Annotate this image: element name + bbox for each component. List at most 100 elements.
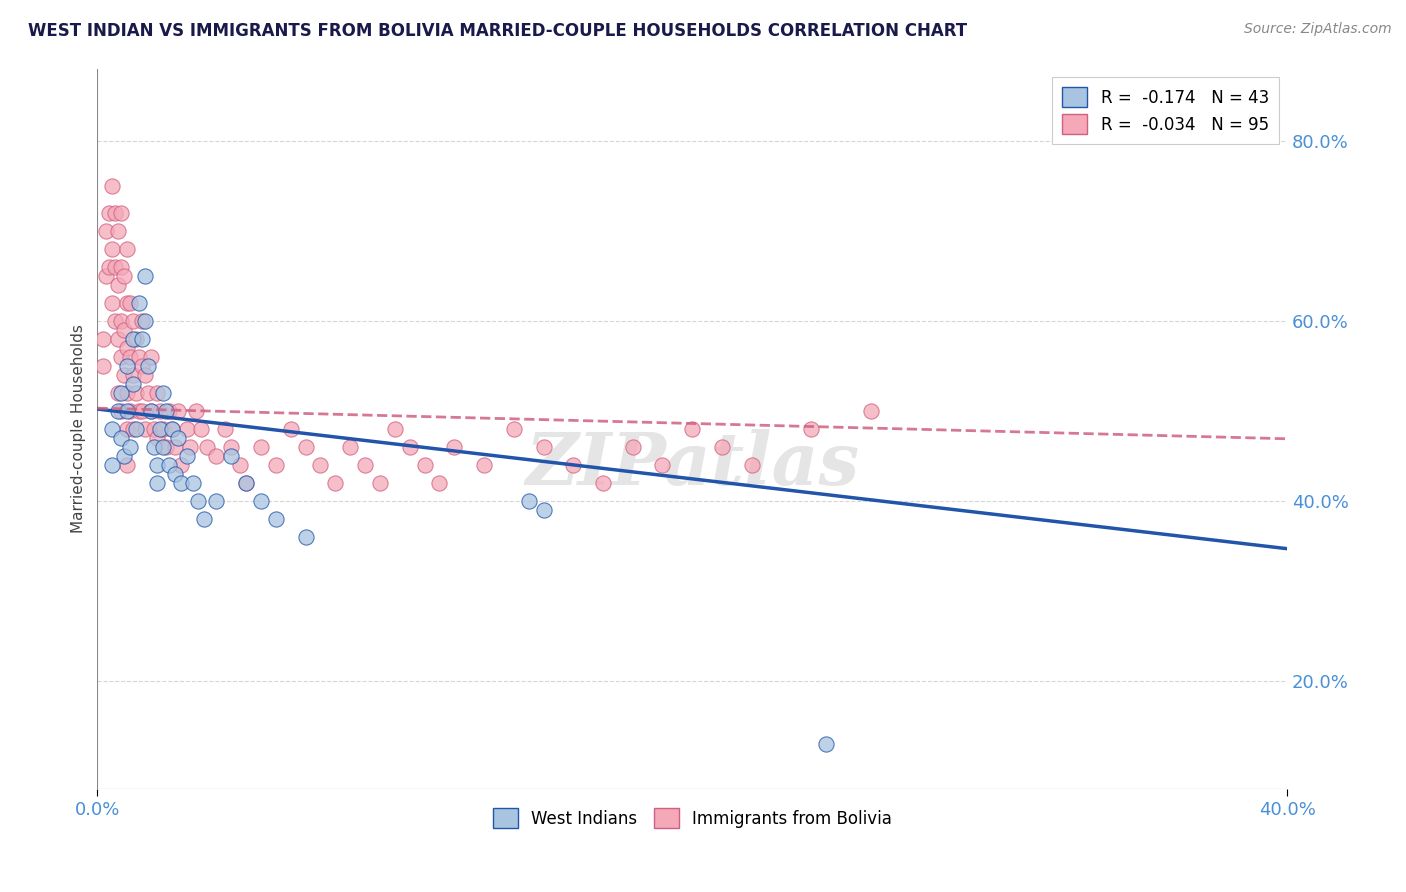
Point — [368, 475, 391, 490]
Point — [339, 440, 361, 454]
Point — [136, 359, 159, 373]
Point — [120, 440, 142, 454]
Point — [115, 422, 138, 436]
Point — [122, 422, 145, 436]
Point — [741, 458, 763, 472]
Point — [384, 422, 406, 436]
Point — [139, 350, 162, 364]
Point — [110, 350, 132, 364]
Point — [214, 422, 236, 436]
Point — [110, 404, 132, 418]
Point — [91, 359, 114, 373]
Point — [131, 404, 153, 418]
Point — [205, 449, 228, 463]
Point — [142, 422, 165, 436]
Point — [157, 458, 180, 472]
Point — [681, 422, 703, 436]
Point — [533, 503, 555, 517]
Point — [533, 440, 555, 454]
Point — [125, 385, 148, 400]
Point — [120, 350, 142, 364]
Point — [122, 332, 145, 346]
Point — [115, 385, 138, 400]
Point — [651, 458, 673, 472]
Point — [294, 530, 316, 544]
Point — [176, 422, 198, 436]
Point — [107, 277, 129, 292]
Point — [134, 314, 156, 328]
Point — [136, 385, 159, 400]
Point — [800, 422, 823, 436]
Point — [110, 314, 132, 328]
Text: Source: ZipAtlas.com: Source: ZipAtlas.com — [1244, 22, 1392, 37]
Point — [110, 385, 132, 400]
Point — [96, 224, 118, 238]
Point — [120, 404, 142, 418]
Point — [187, 494, 209, 508]
Point — [98, 260, 121, 274]
Point — [125, 332, 148, 346]
Point — [169, 475, 191, 490]
Point — [280, 422, 302, 436]
Point — [131, 359, 153, 373]
Point — [98, 205, 121, 219]
Point — [115, 341, 138, 355]
Point — [128, 404, 150, 418]
Point — [115, 295, 138, 310]
Point — [294, 440, 316, 454]
Point — [235, 475, 257, 490]
Point — [190, 422, 212, 436]
Point — [152, 440, 174, 454]
Point — [104, 260, 127, 274]
Point — [176, 449, 198, 463]
Point — [107, 404, 129, 418]
Point — [101, 458, 124, 472]
Legend: West Indians, Immigrants from Bolivia: West Indians, Immigrants from Bolivia — [486, 801, 898, 835]
Point — [122, 376, 145, 391]
Point — [122, 368, 145, 382]
Point — [592, 475, 614, 490]
Point — [122, 314, 145, 328]
Point — [110, 431, 132, 445]
Point — [128, 295, 150, 310]
Point — [413, 458, 436, 472]
Point — [146, 431, 169, 445]
Point — [621, 440, 644, 454]
Point — [166, 404, 188, 418]
Point — [157, 404, 180, 418]
Point — [166, 431, 188, 445]
Point — [104, 205, 127, 219]
Point — [110, 205, 132, 219]
Point — [101, 422, 124, 436]
Point — [112, 368, 135, 382]
Point — [179, 440, 201, 454]
Point — [710, 440, 733, 454]
Point — [323, 475, 346, 490]
Text: ZIPatlas: ZIPatlas — [526, 429, 859, 500]
Point — [250, 494, 273, 508]
Point — [115, 458, 138, 472]
Point — [96, 268, 118, 283]
Point — [131, 332, 153, 346]
Point — [264, 458, 287, 472]
Point — [142, 440, 165, 454]
Point — [101, 242, 124, 256]
Point — [115, 359, 138, 373]
Point — [219, 449, 242, 463]
Point — [101, 295, 124, 310]
Point — [120, 295, 142, 310]
Point — [250, 440, 273, 454]
Point — [235, 475, 257, 490]
Point — [107, 224, 129, 238]
Point — [398, 440, 420, 454]
Point — [112, 323, 135, 337]
Point — [107, 332, 129, 346]
Point — [472, 458, 495, 472]
Point — [146, 385, 169, 400]
Point — [264, 512, 287, 526]
Point — [112, 449, 135, 463]
Point — [354, 458, 377, 472]
Point — [112, 268, 135, 283]
Point — [562, 458, 585, 472]
Point — [859, 404, 882, 418]
